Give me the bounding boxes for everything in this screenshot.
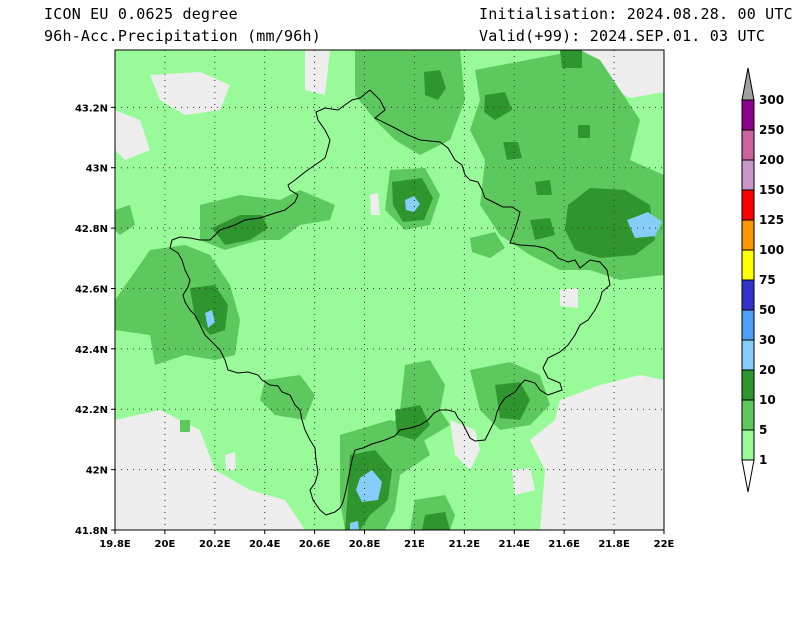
colorbar-bottom-arrow (741, 459, 755, 493)
lon-tick-label: 21.8E (598, 539, 630, 550)
lon-tick-label: 21.2E (449, 539, 481, 550)
model-title: ICON EU 0.0625 degree (44, 5, 238, 23)
lon-tick-label: 20E (155, 539, 176, 550)
colorbar-label: 250 (759, 123, 784, 137)
colorbar-label: 50 (759, 303, 776, 317)
lat-tick-label: 42.2N (75, 405, 108, 416)
precip-20mm-areas (205, 196, 662, 530)
dry-areas (115, 50, 664, 530)
map-frame (114, 49, 665, 531)
precipitation-field (115, 50, 664, 530)
colorbar-label: 10 (759, 393, 776, 407)
lon-tick-label: 20.8E (349, 539, 381, 550)
colorbar-swatch (741, 279, 755, 311)
colorbar-label: 150 (759, 183, 784, 197)
lon-tick-label: 20.2E (199, 539, 231, 550)
lon-tick-label: 21E (404, 539, 425, 550)
lon-tick-label: 20.4E (249, 539, 281, 550)
lat-tick-label: 42N (86, 466, 108, 477)
colorbar-swatch (741, 429, 755, 461)
lon-tick-label: 19.8E (99, 539, 131, 550)
valid-time: Valid(+99): 2024.SEP.01. 03 UTC (479, 27, 766, 45)
country-boundary (169, 89, 611, 516)
colorbar-swatch (741, 99, 755, 131)
colorbar-swatch (741, 369, 755, 401)
colorbar-swatch (741, 339, 755, 371)
colorbar-swatch (741, 189, 755, 221)
colorbar-label: 100 (759, 243, 784, 257)
colorbar-swatch (741, 159, 755, 191)
colorbar-swatch (741, 219, 755, 251)
colorbar-label: 125 (759, 213, 784, 227)
lat-tick-label: 43.2N (75, 103, 108, 114)
lon-tick-label: 22E (654, 539, 675, 550)
variable-title: 96h-Acc.Precipitation (mm/96h) (44, 27, 321, 45)
colorbar-swatch (741, 129, 755, 161)
colorbar-label: 75 (759, 273, 776, 287)
colorbar-label: 20 (759, 363, 776, 377)
lat-tick-label: 42.8N (75, 224, 108, 235)
lat-tick-label: 43N (86, 164, 108, 175)
lon-tick-label: 21.6E (548, 539, 580, 550)
colorbar-legend: 300 250 200 150 125 100 75 50 30 20 10 5 1 (741, 67, 784, 493)
colorbar-label: 1 (759, 453, 767, 467)
lon-tick-label: 20.6E (299, 539, 331, 550)
colorbar-label: 5 (759, 423, 767, 437)
init-time: Initialisation: 2024.08.28. 00 UTC (479, 5, 793, 23)
lat-tick-label: 42.6N (75, 284, 108, 295)
lat-tick-label: 42.4N (75, 345, 108, 356)
colorbar-label: 200 (759, 153, 784, 167)
colorbar-label: 30 (759, 333, 776, 347)
colorbar-top-arrow (741, 67, 755, 101)
lon-tick-label: 21.4E (499, 539, 531, 550)
colorbar-swatch (741, 249, 755, 281)
colorbar-swatch (741, 399, 755, 431)
colorbar-swatch (741, 309, 755, 341)
axis-ticks: 19.8E 20E 20.2E 20.4E 20.6E 20.8E 21E 21.2E 21.4… (75, 103, 675, 550)
lat-tick-label: 41.8N (75, 526, 108, 537)
graticule (115, 50, 664, 530)
colorbar-label: 300 (759, 93, 784, 107)
